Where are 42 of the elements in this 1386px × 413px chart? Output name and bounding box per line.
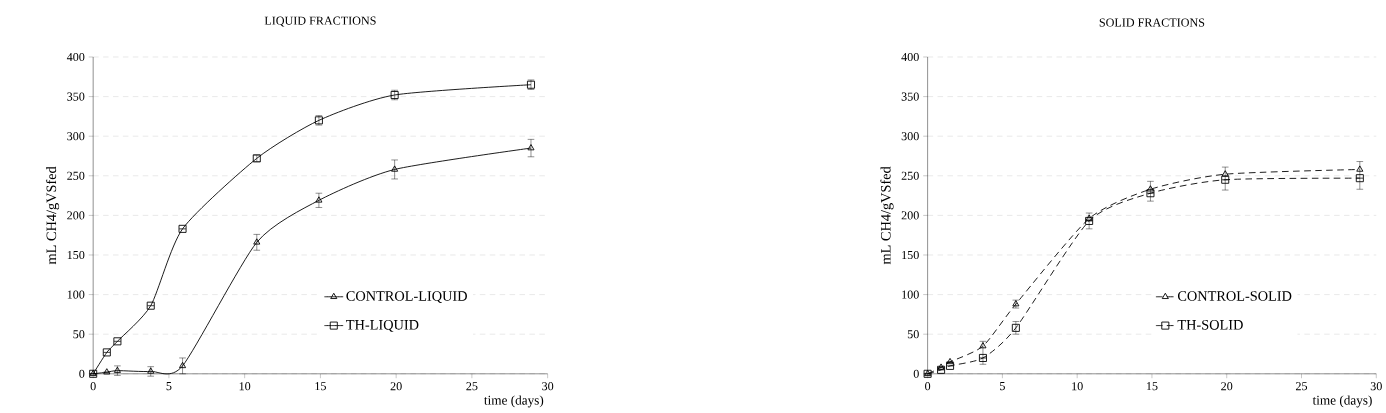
y-tick-label: 400 xyxy=(66,52,85,62)
x-tick-label: 10 xyxy=(1072,382,1083,391)
legend-label: TH-LIQUID xyxy=(346,320,419,332)
legend-label: CONTROL-SOLID xyxy=(1177,291,1292,301)
y-tick-label: 350 xyxy=(901,92,919,101)
x-tick-label: 10 xyxy=(239,382,251,391)
y-tick-label: 100 xyxy=(67,290,85,299)
legend-label: TH-SOLID xyxy=(1177,320,1243,330)
y-tick-label: 100 xyxy=(902,290,919,299)
y-tick-label: 150 xyxy=(67,250,85,260)
legend-label: CONTROL-LIQUID xyxy=(346,291,467,304)
y-tick-label: 250 xyxy=(67,171,85,180)
x-axis-title: time (days) xyxy=(484,395,544,408)
y-tick-label: 350 xyxy=(67,92,85,101)
y-tick-label: 200 xyxy=(67,211,85,220)
x-tick-label: 15 xyxy=(1146,382,1158,391)
x-tick-label: 25 xyxy=(1295,382,1308,391)
x-tick-label: 5 xyxy=(166,382,172,391)
y-tick-label: 0 xyxy=(79,369,85,378)
y-tick-label: 400 xyxy=(901,52,919,62)
x-tick-label: 20 xyxy=(390,382,402,391)
y-axis-title: mL CH4/gVSfed xyxy=(45,166,60,265)
y-tick-label: 50 xyxy=(907,330,919,339)
y-tick-label: 0 xyxy=(913,369,919,378)
y-tick-label: 50 xyxy=(73,330,85,339)
y-tick-label: 200 xyxy=(901,211,919,220)
y-axis-title: mL CH4/gVSfed xyxy=(880,166,894,265)
x-tick-label: 0 xyxy=(90,382,96,391)
y-tick-label: 300 xyxy=(901,132,919,141)
y-tick-label: 150 xyxy=(902,250,919,260)
x-axis-title: time (days) xyxy=(1312,395,1372,408)
x-tick-label: 15 xyxy=(315,382,326,391)
x-tick-label: 30 xyxy=(1370,382,1382,391)
x-tick-label: 25 xyxy=(466,382,478,391)
y-tick-label: 300 xyxy=(67,132,85,141)
y-tick-label: 250 xyxy=(901,171,919,180)
chart-title: SOLID FRACTIONS xyxy=(1099,18,1205,27)
x-tick-label: 5 xyxy=(1000,382,1005,391)
x-tick-label: 20 xyxy=(1221,382,1233,391)
x-tick-label: 30 xyxy=(542,382,554,391)
chart-title: LIQUID FRACTIONS xyxy=(264,16,376,27)
x-tick-label: 0 xyxy=(925,382,931,391)
